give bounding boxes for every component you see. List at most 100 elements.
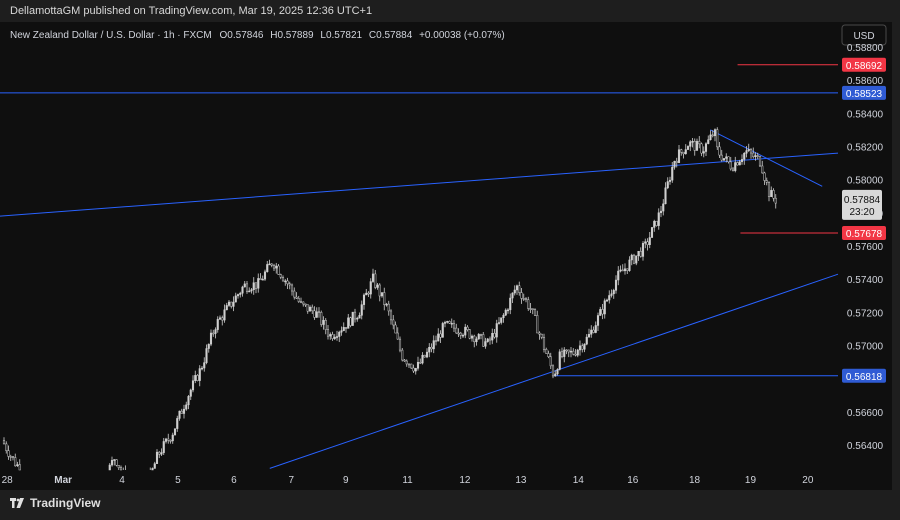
candle-body <box>565 349 568 352</box>
currency-button[interactable]: USD <box>841 24 887 46</box>
candle-body <box>153 463 156 469</box>
candle-body <box>731 168 735 171</box>
footer-brand: TradingView <box>30 496 101 510</box>
candle-body <box>248 290 251 293</box>
candle-body <box>185 404 188 410</box>
candle-body <box>448 321 451 324</box>
candle-body <box>14 457 17 467</box>
candle-body <box>225 305 228 311</box>
candle-body <box>243 283 246 288</box>
candle-body <box>554 373 557 377</box>
plot-area <box>0 22 838 470</box>
candle-body <box>11 456 15 458</box>
candle-body <box>353 311 357 320</box>
candle-body <box>236 294 240 297</box>
candle-body <box>657 212 660 226</box>
trendline <box>710 129 823 187</box>
candle-body <box>538 332 541 335</box>
candle-body <box>745 150 748 154</box>
candle-body <box>545 349 548 354</box>
price-chart[interactable]: New Zealand Dollar / U.S. Dollar · 1h · … <box>0 22 892 490</box>
candle-body <box>770 190 773 197</box>
candle-body <box>117 465 120 468</box>
candle-body <box>430 346 433 350</box>
candle-body <box>203 362 206 369</box>
horizontal-levels <box>0 64 838 377</box>
level-price-badge-blue <box>842 368 886 383</box>
candle-body <box>270 263 273 266</box>
candle-body <box>509 297 512 311</box>
candle-body <box>205 348 208 363</box>
candle-body <box>446 321 449 323</box>
price-tick-label: 0.58800 <box>847 43 884 54</box>
candle-body <box>317 311 321 314</box>
candle-body <box>752 152 755 157</box>
candle-body <box>110 460 114 466</box>
close-label: C <box>369 30 376 41</box>
candle-body <box>601 309 604 315</box>
candle-body <box>281 277 285 282</box>
candle-body <box>749 149 753 154</box>
candle-body <box>252 282 255 290</box>
candle-body <box>360 304 363 316</box>
price-tick-label: 0.57400 <box>847 275 884 286</box>
candle-body <box>421 354 424 364</box>
candle-body <box>182 408 186 414</box>
candle-body <box>428 346 431 353</box>
time-tick-label: 12 <box>459 475 471 486</box>
candle-body <box>740 159 744 162</box>
candle-body <box>297 298 300 302</box>
candle-body <box>295 296 298 299</box>
candle-body <box>16 464 19 467</box>
candle-body <box>311 306 314 312</box>
candle-body <box>398 338 402 351</box>
chart-panel[interactable]: New Zealand Dollar / U.S. Dollar · 1h · … <box>0 22 892 490</box>
price-axis: 0.564000.566000.568000.570000.572000.574… <box>847 43 884 452</box>
candle-body <box>389 310 393 321</box>
candle-body <box>639 250 642 257</box>
candle-body <box>531 308 534 310</box>
candle-body <box>556 369 559 375</box>
candle-body <box>551 365 555 377</box>
candle-body <box>2 440 6 445</box>
candle-body <box>641 243 645 257</box>
footer: TradingView <box>10 496 100 510</box>
candle-body <box>466 326 469 331</box>
candle-body <box>286 280 289 285</box>
candle-body <box>722 158 726 161</box>
candle-body <box>351 311 354 326</box>
candle-body <box>160 452 163 455</box>
candle-body <box>119 467 123 471</box>
candle-body <box>376 284 379 288</box>
candle-body <box>583 343 586 350</box>
candle-body <box>331 334 334 339</box>
candle-body <box>581 345 584 350</box>
candle-body <box>619 269 622 272</box>
high-label: H <box>270 30 277 41</box>
candle-body <box>365 292 368 296</box>
time-tick-label: 28 <box>2 475 14 486</box>
candle-body <box>187 396 190 406</box>
candle-body <box>520 292 523 299</box>
candle-body <box>578 345 582 351</box>
candle-body <box>698 141 701 145</box>
candle-body <box>227 301 231 306</box>
candle-body <box>221 317 224 321</box>
time-tick-label: 16 <box>627 475 639 486</box>
level-price-label: 0.56818 <box>846 372 883 383</box>
time-tick-label: 19 <box>745 475 757 486</box>
time-tick-label: 4 <box>119 475 125 486</box>
candle-body <box>707 139 710 144</box>
candle-body <box>194 375 197 381</box>
price-tick-label: 0.58600 <box>847 76 884 87</box>
time-tick-label: 14 <box>573 475 585 486</box>
candle-body <box>590 329 593 335</box>
candle-body <box>695 141 699 151</box>
candle-body <box>380 292 384 297</box>
candle-body <box>437 333 440 342</box>
candle-body <box>738 161 741 166</box>
candle-body <box>720 154 723 161</box>
candle-body <box>671 166 674 181</box>
time-tick-label: 20 <box>802 475 814 486</box>
candle-body <box>682 151 685 155</box>
